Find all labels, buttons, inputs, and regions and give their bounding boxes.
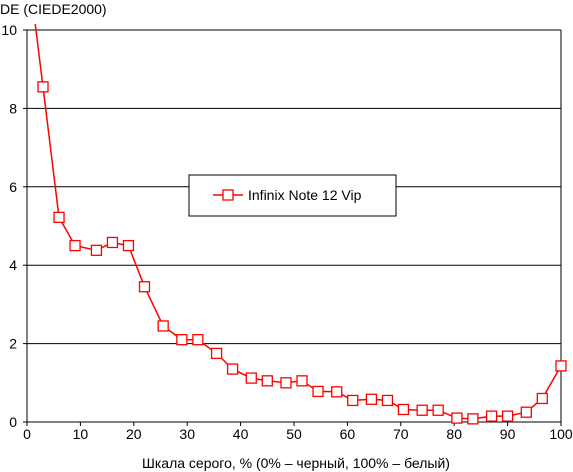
data-point [90, 244, 103, 256]
data-point [451, 412, 463, 424]
x-tick-label: 0 [23, 426, 31, 442]
gridlines [26, 29, 562, 423]
legend-marker [222, 189, 234, 201]
data-point [555, 360, 567, 372]
data-point [485, 410, 498, 422]
data-point [226, 363, 239, 375]
data-point [37, 81, 49, 93]
y-tick-label: 6 [9, 179, 17, 195]
data-point [261, 375, 273, 387]
legend: Infinix Note 12 Vip [188, 174, 397, 217]
data-point [331, 386, 343, 398]
y-tick-label: 10 [1, 22, 17, 38]
data-point [381, 394, 394, 407]
data-point [501, 410, 514, 422]
data-point [106, 236, 119, 249]
y-axis-label: DE (CIEDE2000) [0, 1, 107, 17]
x-tick-labels: 0 10 20 30 40 50 60 70 80 90 100 [23, 422, 573, 442]
series-group [34, 24, 567, 425]
data-point [365, 393, 378, 405]
data-point [157, 320, 169, 332]
x-tick-label: 30 [179, 426, 195, 442]
data-point [347, 394, 359, 407]
data-point [138, 281, 151, 293]
y-tick-label: 8 [9, 100, 17, 116]
series-line [34, 24, 562, 420]
y-tick-label: 2 [9, 336, 17, 352]
data-point [520, 406, 532, 418]
y-tick-label: 0 [9, 414, 17, 430]
x-axis-label: Шкала серого, % (0% – черный, 100% – бел… [142, 455, 450, 471]
data-point [397, 403, 410, 416]
data-point [312, 385, 324, 398]
data-point [432, 404, 444, 416]
data-point [53, 211, 65, 224]
x-tick-label: 60 [340, 426, 356, 442]
data-point [536, 392, 548, 405]
data-point [210, 347, 223, 360]
x-tick-label: 50 [286, 426, 302, 442]
data-point [69, 239, 81, 252]
legend-label: Infinix Note 12 Vip [248, 187, 362, 203]
x-tick-label: 70 [393, 426, 409, 442]
y-tick-labels: 0 2 4 6 8 10 [1, 22, 27, 430]
data-point [192, 334, 204, 346]
x-tick-label: 100 [549, 426, 573, 442]
data-point [245, 372, 257, 384]
data-point [296, 375, 308, 387]
x-tick-label: 20 [126, 426, 142, 442]
y-tick-label: 4 [9, 257, 17, 273]
x-tick-label: 40 [233, 426, 249, 442]
data-point [280, 377, 292, 389]
data-point [176, 334, 188, 346]
data-point [467, 413, 479, 425]
x-tick-label: 90 [500, 426, 516, 442]
data-point [416, 404, 428, 416]
x-tick-label: 10 [73, 426, 89, 442]
x-tick-label: 80 [446, 426, 462, 442]
data-point [122, 239, 135, 252]
